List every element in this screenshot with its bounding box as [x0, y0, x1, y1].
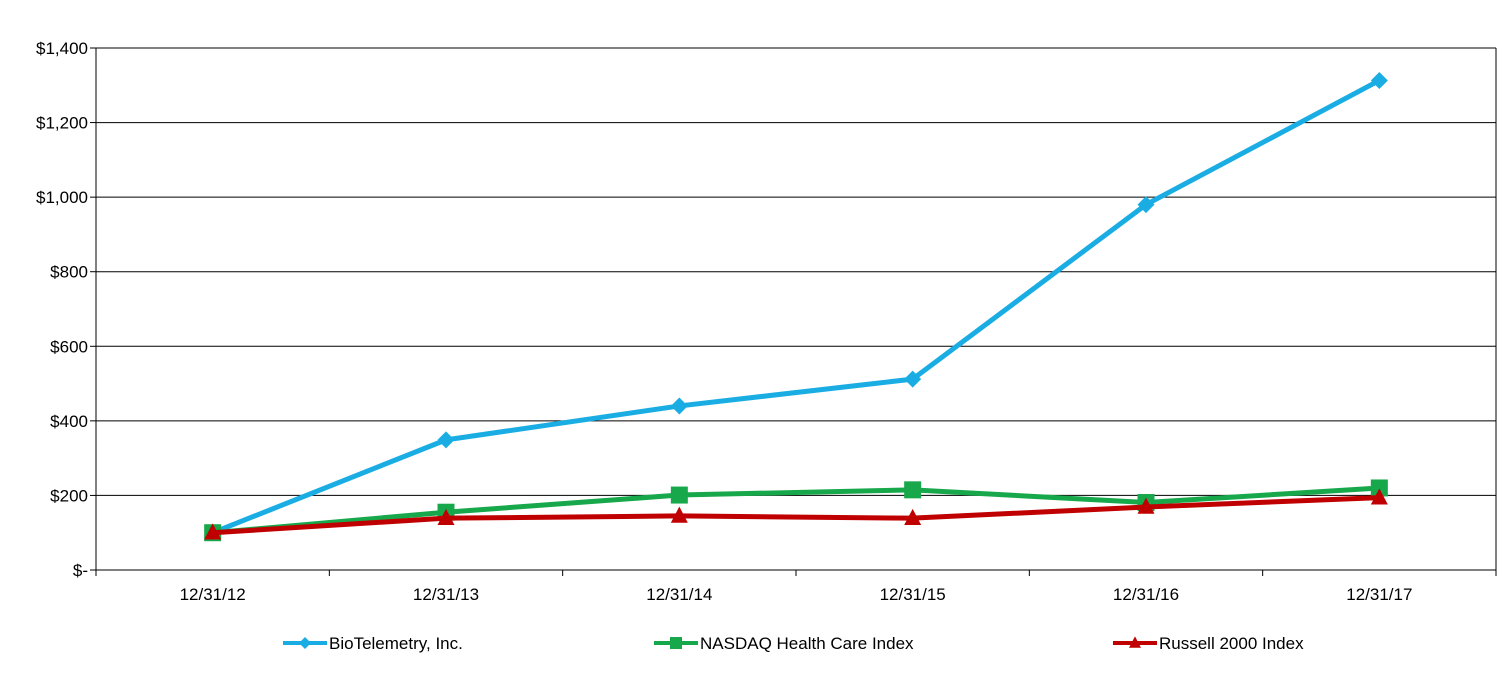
- legend-swatch-marker: [670, 637, 682, 649]
- data-point: [437, 431, 455, 449]
- legend: BioTelemetry, Inc. NASDAQ Health Care Ind…: [283, 634, 1304, 653]
- data-point: [1370, 71, 1388, 89]
- series-line: [211, 78, 1381, 536]
- legend-label: NASDAQ Health Care Index: [700, 634, 914, 653]
- x-tick-label: 12/31/16: [1113, 585, 1179, 604]
- data-point: [904, 508, 922, 525]
- legend-swatch-marker: [299, 637, 311, 649]
- data-point: [437, 508, 455, 525]
- legend-item: BioTelemetry, Inc.: [283, 634, 463, 653]
- data-point: [1137, 196, 1155, 214]
- y-tick-label: $1,400: [36, 39, 88, 58]
- data-point: [670, 397, 688, 415]
- y-tick-label: $200: [50, 486, 88, 505]
- data-point: [904, 481, 922, 499]
- legend-swatch-marker: [1129, 636, 1141, 648]
- y-tick-label: $1,200: [36, 114, 88, 133]
- series-lines: [204, 71, 1388, 542]
- legend-label: BioTelemetry, Inc.: [329, 634, 463, 653]
- data-point: [670, 486, 688, 504]
- data-point: [1370, 488, 1388, 505]
- legend-label: Russell 2000 Index: [1159, 634, 1304, 653]
- axes: $- $200 $400 $600 $800 $1,000 $1,200 $1,400 12/3…: [36, 39, 1497, 604]
- data-point: [204, 523, 222, 540]
- legend-item: NASDAQ Health Care Index: [654, 634, 914, 653]
- x-tick-label: 12/31/15: [880, 585, 946, 604]
- x-tick-label: 12/31/13: [413, 585, 479, 604]
- data-point: [670, 506, 688, 523]
- legend-item: Russell 2000 Index: [1113, 634, 1304, 653]
- x-tick-label: 12/31/12: [180, 585, 246, 604]
- series-2: [204, 488, 1388, 540]
- y-tick-label: $600: [50, 337, 88, 356]
- data-point: [904, 370, 922, 388]
- series-line: [212, 495, 1380, 536]
- data-point: [1137, 497, 1155, 514]
- x-tick-label: 12/31/14: [646, 585, 712, 604]
- series-0: [204, 71, 1388, 542]
- data-point: [1370, 479, 1388, 497]
- y-tick-label: $1,000: [36, 188, 88, 207]
- series-line: [212, 485, 1380, 536]
- y-tick-label: $800: [50, 263, 88, 282]
- series-1: [204, 479, 1388, 542]
- gridlines: [96, 47, 1496, 496]
- x-tick-label: 12/31/17: [1346, 585, 1412, 604]
- y-tick-label: $-: [73, 561, 88, 580]
- y-tick-label: $400: [50, 412, 88, 431]
